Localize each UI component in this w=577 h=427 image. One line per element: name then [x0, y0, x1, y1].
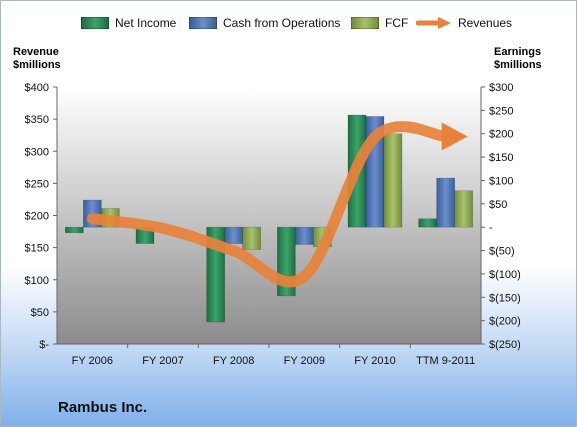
legend-label-cfo: Cash from Operations	[223, 16, 341, 30]
left-tick-label: $200	[25, 211, 49, 223]
x-tick-label: FY 2010	[354, 355, 395, 367]
x-tick-label: FY 2009	[284, 355, 325, 367]
right-tick-label: $50	[489, 199, 507, 211]
x-tick-label: FY 2008	[213, 355, 254, 367]
cfo-bar	[224, 226, 243, 244]
legend-item-fcf: FCF	[351, 16, 408, 30]
left-tick-label: $100	[25, 275, 49, 287]
legend-item-cfo: Cash from Operations	[189, 16, 340, 30]
revenues-arrowhead	[441, 122, 468, 151]
left-axis-title-line1: Revenue	[13, 46, 59, 58]
left-axis-title: Revenue $millions	[13, 46, 61, 72]
right-axis-title-line1: Earnings	[494, 46, 542, 58]
left-tick-label: $-	[39, 339, 49, 351]
left-axis-title-line2: $millions	[13, 59, 61, 71]
right-tick-label: $(150)	[489, 292, 521, 304]
legend: Net Income Cash from Operations FCF Reve…	[1, 16, 577, 34]
right-tick-label: $(50)	[489, 246, 515, 258]
right-tick-label: $250	[489, 105, 513, 117]
legend-item-net-income: Net Income	[81, 16, 176, 30]
right-tick-label: $100	[489, 175, 513, 187]
right-axis-title-line2: $millions	[494, 59, 542, 71]
legend-label-revenues: Revenues	[458, 16, 513, 30]
net-income-bar	[418, 218, 437, 228]
right-tick-label: $200	[489, 129, 513, 141]
company-name: Rambus Inc.	[58, 399, 148, 416]
cfo-swatch-icon	[189, 17, 217, 29]
right-tick-label: $300	[489, 82, 513, 94]
right-axis-title: Earnings $millions	[494, 46, 542, 72]
x-tick-label: FY 2007	[142, 355, 183, 367]
legend-item-revenues: Revenues	[416, 16, 512, 30]
fcf-swatch-icon	[351, 17, 379, 29]
left-tick-label: $150	[25, 243, 49, 255]
left-tick-label: $350	[25, 114, 49, 126]
fcf-bar	[454, 190, 473, 228]
x-tick-label: TTM 9-2011	[416, 355, 475, 367]
revenues-line	[86, 121, 452, 288]
left-tick-label: $250	[25, 178, 49, 190]
left-tick-label: $400	[25, 82, 49, 94]
fcf-bar	[383, 133, 403, 228]
legend-label-net-income: Net Income	[115, 16, 177, 30]
left-tick-label: $300	[25, 146, 49, 158]
right-tick-label: $(250)	[489, 339, 521, 351]
net-income-bar	[65, 226, 84, 234]
revenues-arrow-icon	[416, 17, 451, 29]
right-tick-label: $(200)	[489, 316, 521, 328]
legend-label-fcf: FCF	[385, 16, 409, 30]
right-tick-label: $(100)	[489, 269, 521, 281]
net-income-swatch-icon	[81, 17, 109, 29]
right-tick-label: $150	[489, 152, 513, 164]
fcf-bar	[242, 226, 261, 250]
right-tick-label: -	[489, 222, 493, 234]
left-tick-label: $50	[31, 307, 49, 319]
x-tick-label: FY 2006	[72, 355, 113, 367]
cfo-bar	[436, 177, 455, 228]
cfo-bar	[295, 226, 314, 245]
